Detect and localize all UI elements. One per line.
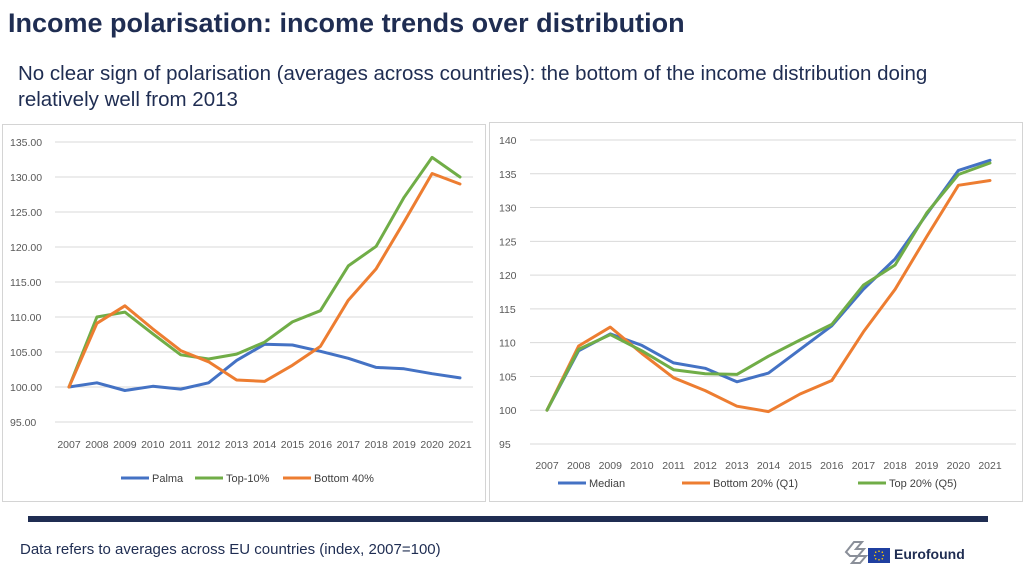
x-tick-label: 2015: [281, 439, 305, 451]
x-tick-label: 2010: [630, 460, 654, 472]
x-tick-label: 2011: [169, 439, 192, 451]
series-line-bottom-20-q1: [545, 179, 992, 414]
x-tick-label: 2008: [567, 460, 591, 472]
x-tick-label: 2017: [852, 460, 876, 472]
legend-label: Bottom 20% (Q1): [713, 478, 798, 490]
x-tick-label: 2016: [309, 439, 333, 451]
y-tick-label: 95: [499, 439, 511, 451]
x-tick-label: 2009: [113, 439, 137, 451]
series-line-bottom-40: [67, 172, 462, 389]
x-tick-label: 2013: [225, 439, 249, 451]
x-tick-label: 2013: [725, 460, 749, 472]
series-line-palma: [67, 342, 462, 392]
x-tick-label: 2020: [947, 460, 971, 472]
x-tick-label: 2021: [448, 439, 472, 451]
logo-text: Eurofound: [894, 546, 965, 562]
x-tick-label: 2014: [757, 460, 781, 472]
x-tick-label: 2009: [599, 460, 623, 472]
eurofound-logo: Eurofound: [842, 537, 972, 567]
y-tick-label: 110.00: [10, 312, 41, 324]
y-tick-label: 125.00: [10, 207, 42, 219]
eu-flag-icon: [868, 548, 890, 563]
x-tick-label: 2012: [197, 439, 221, 451]
page-title: Income polarisation: income trends over …: [8, 8, 685, 38]
x-tick-label: 2016: [820, 460, 844, 472]
legend-label: Top 20% (Q5): [889, 478, 957, 490]
y-tick-label: 100: [499, 405, 517, 417]
x-tick-label: 2007: [535, 460, 559, 472]
y-tick-label: 125: [499, 236, 517, 248]
x-tick-label: 2018: [365, 439, 389, 451]
x-tick-label: 2011: [662, 460, 685, 472]
x-tick-label: 2019: [392, 439, 416, 451]
y-tick-label: 130: [499, 203, 517, 215]
x-tick-label: 2015: [788, 460, 812, 472]
x-tick-label: 2010: [141, 439, 165, 451]
x-tick-label: 2021: [978, 460, 1002, 472]
series-line-top-10: [67, 155, 462, 389]
legend-label: Top-10%: [226, 473, 270, 485]
chart-left: 95.00 100.00 105.00 110.00 115.00 120.00 125.0…: [10, 137, 473, 485]
y-tick-label: 120: [499, 270, 517, 282]
eurofound-mark-icon: [844, 541, 869, 564]
chart-panel-left: 95.00 100.00 105.00 110.00 115.00 120.00 125.0…: [2, 124, 486, 502]
x-tick-label: 2007: [57, 439, 81, 451]
y-tick-label: 130.00: [10, 172, 42, 184]
y-tick-label: 115: [499, 304, 516, 316]
y-tick-label: 135: [499, 169, 517, 181]
page-subtitle: No clear sign of polarisation (averages …: [18, 62, 928, 111]
y-tick-label: 110: [499, 338, 516, 350]
chart-right: 95 100 105 110 115 120 125 130 135 140 2007 2008 200…: [499, 135, 1016, 490]
footnote: Data refers to averages across EU countr…: [20, 541, 441, 558]
x-tick-label: 2017: [337, 439, 361, 451]
x-tick-label: 2018: [883, 460, 907, 472]
y-tick-label: 115.00: [10, 277, 41, 289]
chart-panel-right: 95 100 105 110 115 120 125 130 135 140 2007 2008 200…: [489, 122, 1023, 502]
x-tick-label: 2020: [420, 439, 444, 451]
y-tick-label: 100.00: [10, 382, 42, 394]
footer-divider-bar: [28, 516, 988, 522]
legend-label: Median: [589, 478, 625, 490]
legend-label: Palma: [152, 473, 184, 485]
y-tick-label: 105.00: [10, 347, 42, 359]
series-line-median: [545, 158, 992, 412]
series-line-top-20-q5: [545, 161, 992, 412]
y-tick-label: 120.00: [10, 242, 42, 254]
x-tick-label: 2012: [694, 460, 718, 472]
y-tick-label: 105: [499, 371, 517, 383]
x-tick-label: 2014: [253, 439, 277, 451]
y-tick-label: 140: [499, 135, 517, 147]
y-tick-label: 95.00: [10, 417, 36, 429]
legend-label: Bottom 40%: [314, 473, 374, 485]
y-tick-label: 135.00: [10, 137, 42, 149]
x-tick-label: 2008: [85, 439, 109, 451]
x-tick-label: 2019: [915, 460, 939, 472]
